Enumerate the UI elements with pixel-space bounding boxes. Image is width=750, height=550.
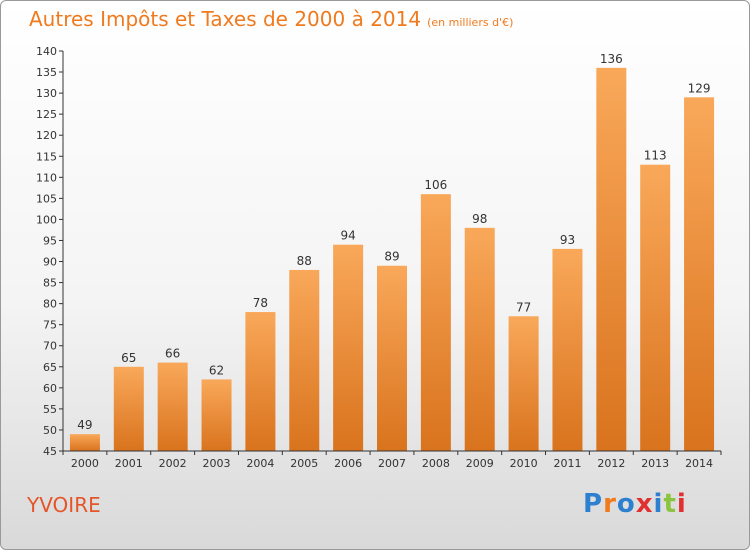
bar xyxy=(552,248,583,451)
bar-value-label: 94 xyxy=(340,229,355,243)
bar-value-label: 88 xyxy=(297,254,312,268)
y-tick-label: 110 xyxy=(36,171,57,184)
y-tick-label: 80 xyxy=(43,298,57,311)
bar xyxy=(377,265,407,451)
y-tick-label: 60 xyxy=(43,382,57,395)
y-tick-label: 95 xyxy=(43,234,57,247)
bar-value-label: 65 xyxy=(121,351,136,365)
bars-group: 49 65 66 62 78 88 94 89 106 98 77 93 136 113 129 xyxy=(69,52,715,451)
bar xyxy=(684,97,715,451)
logo-letter: x xyxy=(635,489,654,519)
bar xyxy=(113,366,144,451)
chart-subtitle: (en milliers d'€) xyxy=(427,16,514,29)
x-tick-label: 2007 xyxy=(378,457,406,470)
bar xyxy=(333,244,364,451)
x-tick-label: 2000 xyxy=(71,457,99,470)
bar xyxy=(245,312,276,451)
logo-letter: P xyxy=(583,489,604,519)
bar xyxy=(420,194,451,451)
y-tick-label: 75 xyxy=(43,319,57,332)
x-tick-label: 2009 xyxy=(466,457,494,470)
logo-letter: o xyxy=(616,489,636,519)
logo-letter: t xyxy=(663,489,677,519)
bar-value-label: 78 xyxy=(253,296,268,310)
y-tick-label: 50 xyxy=(43,424,57,437)
bar-value-label: 62 xyxy=(209,363,224,377)
bar-value-label: 89 xyxy=(384,250,399,264)
bar xyxy=(289,269,320,451)
y-tick-label: 55 xyxy=(43,403,57,416)
bar-value-label: 98 xyxy=(472,212,487,226)
x-tick-label: 2001 xyxy=(115,457,143,470)
y-tick-label: 130 xyxy=(36,87,57,100)
y-tick-label: 90 xyxy=(43,256,57,269)
y-tick-label: 135 xyxy=(36,66,57,79)
bar xyxy=(508,316,539,451)
logo-letter: i xyxy=(676,489,687,519)
x-tick-label: 2010 xyxy=(510,457,538,470)
axes-group: 45 50 55 60 65 70 75 80 85 90 95 100 105 110 115 120 125… xyxy=(36,45,722,470)
bar-value-label: 93 xyxy=(560,233,575,247)
y-tick-label: 70 xyxy=(43,340,57,353)
chart-title-text: Autres Impôts et Taxes de 2000 à 2014 xyxy=(29,7,422,31)
x-tick-label: 2004 xyxy=(246,457,274,470)
bar xyxy=(157,362,188,451)
bar-value-label: 136 xyxy=(600,52,623,66)
x-tick-label: 2008 xyxy=(422,457,450,470)
bar-value-label: 129 xyxy=(688,81,711,95)
x-tick-label: 2012 xyxy=(597,457,625,470)
x-tick-label: 2002 xyxy=(159,457,187,470)
x-tick-label: 2005 xyxy=(290,457,318,470)
x-tick-label: 2011 xyxy=(553,457,581,470)
y-tick-label: 45 xyxy=(43,445,57,458)
bar xyxy=(596,67,627,451)
y-tick-label: 140 xyxy=(36,45,57,58)
y-tick-label: 85 xyxy=(43,277,57,290)
y-tick-label: 115 xyxy=(36,150,57,163)
x-tick-label: 2003 xyxy=(203,457,231,470)
y-tick-label: 100 xyxy=(36,213,57,226)
y-tick-label: 125 xyxy=(36,108,57,121)
place-name: YVOIRE xyxy=(27,493,101,517)
logo-letter: i xyxy=(653,489,664,519)
y-tick-label: 105 xyxy=(36,192,57,205)
bar-value-label: 49 xyxy=(77,418,92,432)
chart-title: Autres Impôts et Taxes de 2000 à 2014 (en… xyxy=(29,7,513,31)
bar-value-label: 106 xyxy=(424,178,447,192)
bar-value-label: 77 xyxy=(516,300,531,314)
x-tick-label: 2006 xyxy=(334,457,362,470)
bar xyxy=(69,434,100,451)
bar xyxy=(640,164,671,451)
logo-letter: r xyxy=(603,489,617,519)
x-tick-label: 2014 xyxy=(685,457,713,470)
x-tick-label: 2013 xyxy=(641,457,669,470)
y-tick-label: 120 xyxy=(36,129,57,142)
bar-value-label: 113 xyxy=(644,149,667,163)
y-tick-label: 65 xyxy=(43,361,57,374)
proxiti-logo: Proxiti xyxy=(583,489,687,519)
bar-value-label: 66 xyxy=(165,347,180,361)
bar xyxy=(464,227,495,451)
bar xyxy=(201,379,232,451)
